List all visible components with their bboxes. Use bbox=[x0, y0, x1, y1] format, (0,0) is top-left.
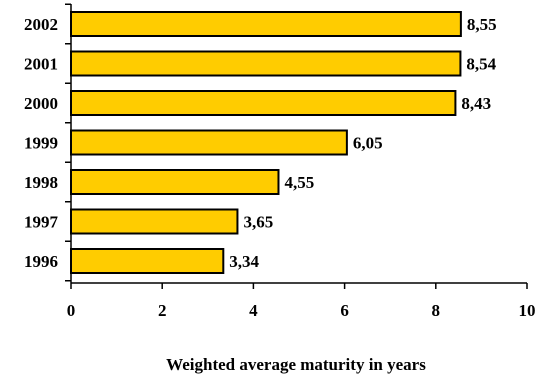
x-axis-title: Weighted average maturity in years bbox=[166, 355, 426, 374]
bar-1997 bbox=[70, 208, 239, 235]
x-tick-label-8: 8 bbox=[432, 301, 441, 320]
data-label-1998: 4,55 bbox=[284, 173, 314, 192]
bar-1998 bbox=[70, 169, 280, 195]
data-label-2000: 8,43 bbox=[461, 94, 491, 113]
x-tick-label-2: 2 bbox=[158, 301, 167, 320]
bars-layer: 2002 8,55 2001 8,54 2000 8,43 1999 6,05 1998 4,55… bbox=[24, 11, 497, 274]
category-label-2002: 2002 bbox=[24, 15, 58, 34]
x-tick-label-4: 4 bbox=[249, 301, 258, 320]
category-label-1999: 1999 bbox=[24, 134, 58, 153]
category-label-1998: 1998 bbox=[24, 173, 58, 192]
bar-2000 bbox=[70, 90, 457, 116]
x-tick-label-6: 6 bbox=[340, 301, 349, 320]
category-label-1996: 1996 bbox=[24, 252, 58, 271]
bar-1996 bbox=[70, 248, 225, 274]
data-label-1996: 3,34 bbox=[229, 252, 259, 271]
data-label-2001: 8,54 bbox=[466, 55, 496, 74]
bar-2001 bbox=[70, 50, 462, 77]
axis-layer: 0 2 4 6 8 10 bbox=[65, 3, 536, 320]
data-label-1997: 3,65 bbox=[243, 213, 273, 232]
category-label-2000: 2000 bbox=[24, 94, 58, 113]
x-tick-label-10: 10 bbox=[519, 301, 536, 320]
category-label-1997: 1997 bbox=[24, 213, 59, 232]
data-label-1999: 6,05 bbox=[353, 134, 383, 153]
x-tick-label-0: 0 bbox=[67, 301, 76, 320]
category-label-2001: 2001 bbox=[24, 55, 58, 74]
bar-1999 bbox=[70, 129, 348, 156]
bar-2002 bbox=[70, 11, 462, 37]
data-label-2002: 8,55 bbox=[467, 15, 497, 34]
